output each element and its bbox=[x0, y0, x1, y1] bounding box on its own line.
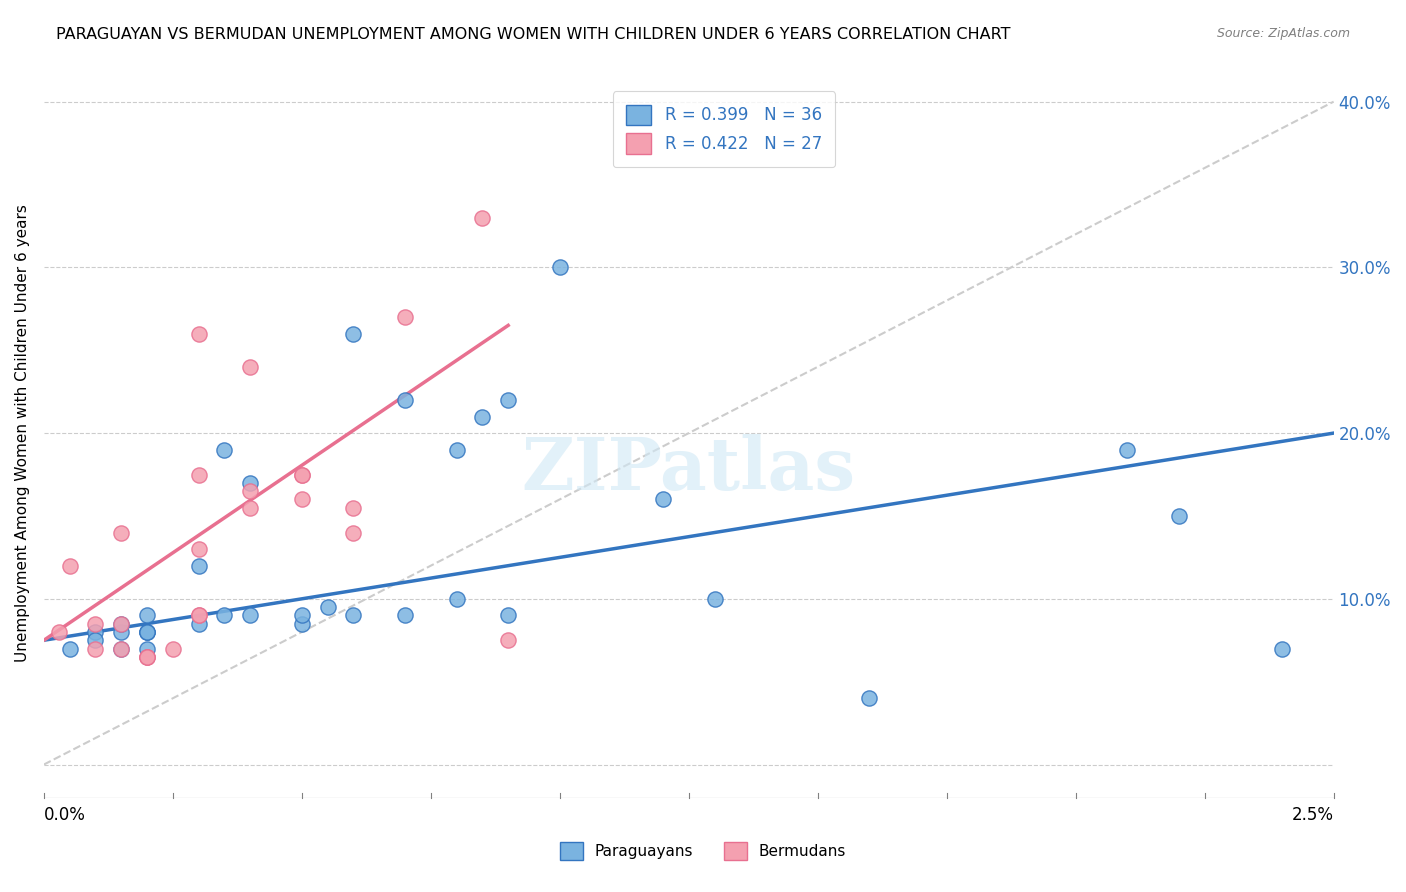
Point bbox=[84, 641, 107, 656]
Point bbox=[214, 608, 236, 623]
Point bbox=[136, 641, 159, 656]
Point bbox=[316, 600, 339, 615]
Text: PARAGUAYAN VS BERMUDAN UNEMPLOYMENT AMONG WOMEN WITH CHILDREN UNDER 6 YEARS CORR: PARAGUAYAN VS BERMUDAN UNEMPLOYMENT AMON… bbox=[56, 27, 1011, 42]
Point bbox=[84, 624, 107, 639]
Point bbox=[110, 525, 132, 540]
Point bbox=[187, 542, 209, 557]
Point bbox=[136, 608, 159, 623]
Point bbox=[59, 558, 82, 573]
Legend: Paraguayans, Bermudans: Paraguayans, Bermudans bbox=[554, 836, 852, 866]
Point bbox=[214, 442, 236, 457]
Point bbox=[446, 442, 468, 457]
Point bbox=[291, 608, 314, 623]
Point bbox=[342, 500, 364, 515]
Point bbox=[858, 691, 880, 706]
Point bbox=[136, 624, 159, 639]
Point bbox=[239, 475, 262, 490]
Point bbox=[187, 558, 209, 573]
Point bbox=[84, 616, 107, 631]
Point bbox=[162, 641, 184, 656]
Text: 2.5%: 2.5% bbox=[1292, 806, 1334, 824]
Point bbox=[394, 310, 416, 324]
Point bbox=[394, 608, 416, 623]
Point bbox=[471, 211, 494, 225]
Point bbox=[110, 616, 132, 631]
Text: 0.0%: 0.0% bbox=[44, 806, 86, 824]
Point bbox=[110, 641, 132, 656]
Point bbox=[496, 633, 519, 648]
Point bbox=[239, 608, 262, 623]
Legend: R = 0.399   N = 36, R = 0.422   N = 27: R = 0.399 N = 36, R = 0.422 N = 27 bbox=[613, 92, 835, 167]
Point bbox=[342, 608, 364, 623]
Point bbox=[59, 641, 82, 656]
Point bbox=[136, 624, 159, 639]
Point bbox=[548, 260, 571, 275]
Point bbox=[84, 633, 107, 648]
Point bbox=[291, 616, 314, 631]
Point bbox=[239, 359, 262, 374]
Point bbox=[496, 608, 519, 623]
Point bbox=[291, 492, 314, 507]
Text: Source: ZipAtlas.com: Source: ZipAtlas.com bbox=[1216, 27, 1350, 40]
Point bbox=[1116, 442, 1139, 457]
Point bbox=[703, 591, 725, 606]
Point bbox=[187, 608, 209, 623]
Point bbox=[187, 608, 209, 623]
Point bbox=[136, 624, 159, 639]
Point bbox=[187, 467, 209, 482]
Point bbox=[291, 467, 314, 482]
Point bbox=[136, 649, 159, 664]
Point bbox=[239, 484, 262, 499]
Point bbox=[291, 467, 314, 482]
Point bbox=[1271, 641, 1294, 656]
Point bbox=[110, 616, 132, 631]
Point bbox=[110, 624, 132, 639]
Point bbox=[1167, 508, 1189, 523]
Point bbox=[187, 326, 209, 341]
Point bbox=[652, 492, 675, 507]
Point bbox=[136, 649, 159, 664]
Point bbox=[471, 409, 494, 424]
Point bbox=[48, 624, 70, 639]
Point bbox=[239, 500, 262, 515]
Point bbox=[187, 616, 209, 631]
Point bbox=[136, 649, 159, 664]
Point bbox=[110, 641, 132, 656]
Point bbox=[496, 392, 519, 407]
Point bbox=[394, 392, 416, 407]
Text: ZIPatlas: ZIPatlas bbox=[522, 434, 856, 505]
Point bbox=[342, 525, 364, 540]
Point bbox=[446, 591, 468, 606]
Point bbox=[342, 326, 364, 341]
Y-axis label: Unemployment Among Women with Children Under 6 years: Unemployment Among Women with Children U… bbox=[15, 204, 30, 662]
